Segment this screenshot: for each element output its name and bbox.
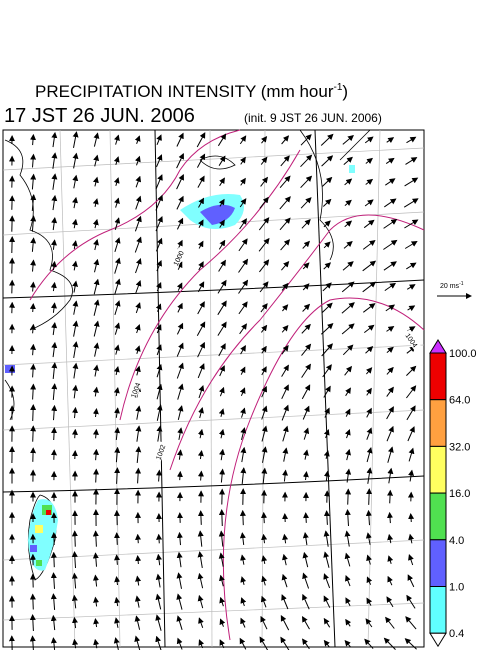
wind-arrow xyxy=(54,428,55,440)
scale-arrow: 20 ms-1 xyxy=(437,281,471,296)
wind-arrow xyxy=(390,491,391,504)
colorbar-label: 1.0 xyxy=(449,582,464,594)
wind-arrow xyxy=(348,489,349,504)
scale-label: 20 ms-1 xyxy=(440,281,464,290)
colorbar: 100.0 64.0 32.0 16.0 4.0 1.0 0.4 xyxy=(430,340,477,646)
colorbar-segment xyxy=(430,446,446,493)
colorbar-label: 64.0 xyxy=(449,395,470,407)
colorbar-label: 16.0 xyxy=(449,488,470,500)
wind-arrow xyxy=(369,489,370,505)
title: PRECIPITATION INTENSITY (mm hour-1) xyxy=(35,82,348,101)
wind-arrow xyxy=(54,553,55,567)
wind-arrow xyxy=(306,513,307,523)
colorbar-label: 0.4 xyxy=(449,628,464,640)
colorbar-segment xyxy=(430,540,446,587)
wind-arrow xyxy=(75,430,76,438)
wind-arrow xyxy=(264,513,265,523)
wind-arrow xyxy=(33,405,34,421)
wind-arrow xyxy=(201,511,202,525)
wind-arrow xyxy=(75,531,76,546)
colorbar-segment xyxy=(430,587,446,634)
wind-arrow xyxy=(138,535,139,543)
colorbar-label: 100.0 xyxy=(449,348,477,360)
colorbar-segment xyxy=(430,353,446,400)
wind-arrow xyxy=(33,426,34,441)
colorbar-segment xyxy=(430,493,446,540)
wind-arrow xyxy=(96,470,97,483)
init-time: (init. 9 JST 26 JUN. 2006) xyxy=(244,111,382,125)
colorbar-label: 4.0 xyxy=(449,535,464,547)
colorbar-under xyxy=(430,633,446,646)
wind-arrow xyxy=(159,535,160,544)
wind-arrow xyxy=(180,472,181,480)
wind-arrow xyxy=(117,533,118,545)
wind-arrow xyxy=(243,511,244,525)
wind-arrow xyxy=(33,304,34,312)
colorbar-over xyxy=(430,340,446,353)
wind-arrow xyxy=(222,510,223,526)
valid-time: 17 JST 26 JUN. 2006 xyxy=(4,105,195,127)
colorbar-label: 32.0 xyxy=(449,441,470,453)
wind-arrow xyxy=(33,595,34,610)
wind-arrow xyxy=(411,514,412,522)
colorbar-segment xyxy=(430,400,446,447)
